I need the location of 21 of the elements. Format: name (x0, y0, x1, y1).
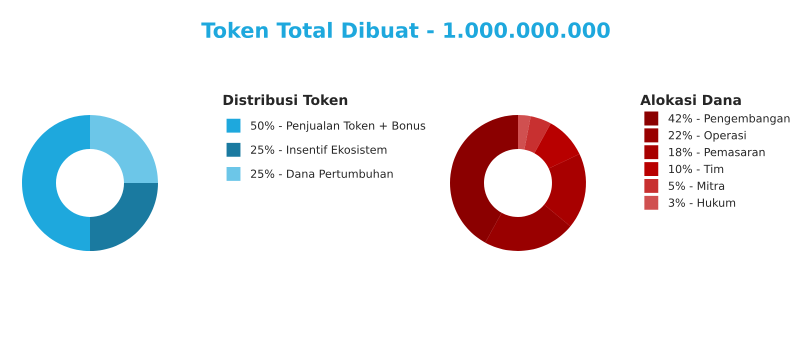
donut-slice (524, 116, 551, 154)
donut-slice (22, 115, 90, 251)
legend-label: 50% - Penjualan Token + Bonus (251, 121, 426, 132)
legend-title: Alokasi Dana (640, 94, 741, 106)
donut-slice (450, 115, 518, 243)
legend-label: 5% - Mitra (668, 181, 724, 190)
legend-title: Distribusi Token (224, 94, 348, 106)
chart-title: Token Total Dibuat - 1.000.000.000 (201, 22, 610, 38)
legend-label: 25% - Insentif Ekosistem (250, 145, 386, 154)
legend-label: 42% - Pengembangan (668, 114, 790, 125)
donut-slice (90, 115, 158, 183)
legend-label: 3% - Hukum (668, 198, 736, 207)
donut-slice (544, 154, 586, 226)
legend-label: 18% - Pemasaran (669, 148, 765, 156)
donut-slice (534, 123, 580, 169)
legend-label: 22% - Operasi (668, 130, 746, 142)
legend-label: 10% - Tim (669, 164, 724, 174)
donut-slice (518, 115, 531, 150)
donut-slice (90, 183, 158, 251)
donut-slice (485, 204, 570, 251)
legend-label: 25% - Dana Pertumbuhan (250, 169, 393, 178)
